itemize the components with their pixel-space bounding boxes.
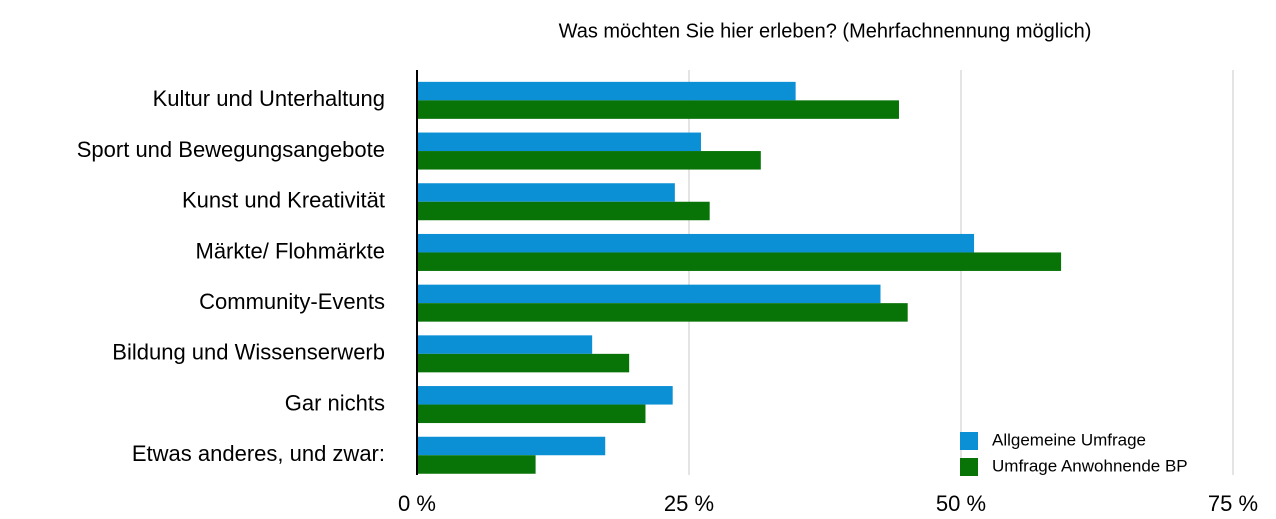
bar	[417, 303, 908, 322]
bar	[417, 151, 761, 170]
y-tick-label: Community-Events	[199, 289, 385, 314]
bar	[417, 183, 675, 202]
x-tick-label: 25 %	[664, 491, 714, 516]
chart-title: Was möchten Sie hier erleben? (Mehrfachn…	[559, 20, 1092, 42]
y-tick-label: Bildung und Wissenserwerb	[112, 340, 385, 365]
bar	[417, 404, 646, 424]
bar	[417, 436, 606, 456]
bar	[417, 100, 899, 119]
y-tick-label: Märkte/ Flohmärkte	[196, 238, 386, 263]
bar	[417, 353, 630, 373]
x-tick-label: 50 %	[936, 491, 986, 516]
y-tick-label: Sport und Bewegungsangebote	[77, 137, 385, 162]
y-tick-label: Kultur und Unterhaltung	[153, 86, 385, 111]
bar	[417, 81, 796, 101]
y-tick-label: Etwas anderes, und zwar:	[132, 441, 385, 466]
x-tick-label: 75 %	[1208, 491, 1258, 516]
x-tick-label: 0 %	[398, 491, 436, 516]
bar	[417, 455, 536, 474]
legend-swatch	[960, 458, 978, 476]
bar	[417, 252, 1062, 271]
legend-label: Umfrage Anwohnende BP	[992, 456, 1188, 475]
bar	[417, 386, 673, 405]
bar	[417, 284, 881, 304]
bar	[417, 233, 975, 253]
y-tick-label: Kunst und Kreativität	[182, 188, 385, 213]
bar	[417, 335, 593, 354]
legend-label: Allgemeine Umfrage	[992, 430, 1146, 449]
bar	[417, 201, 710, 221]
y-tick-label: Gar nichts	[285, 390, 385, 415]
legend-swatch	[960, 432, 978, 450]
bar	[417, 132, 701, 152]
